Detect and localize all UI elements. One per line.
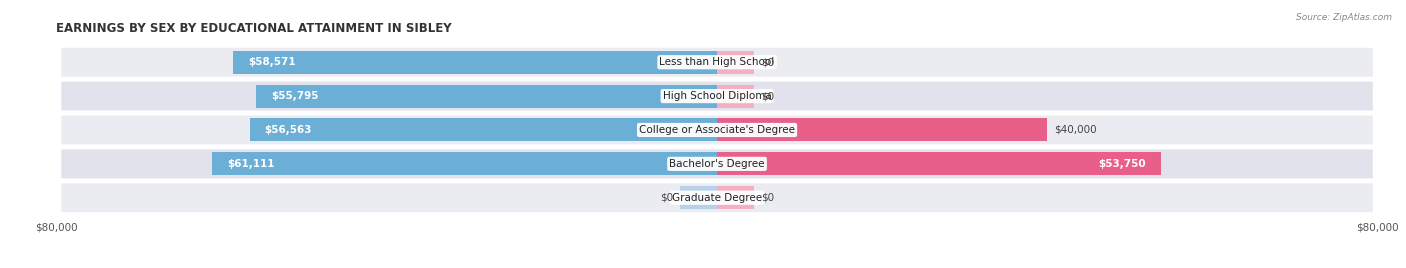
Text: Bachelor's Degree: Bachelor's Degree (669, 159, 765, 169)
FancyBboxPatch shape (59, 148, 1375, 180)
Bar (256, 85, 717, 108)
Text: $0: $0 (761, 91, 773, 101)
Bar (212, 152, 717, 175)
Text: $0: $0 (761, 193, 773, 203)
Text: $0: $0 (761, 57, 773, 67)
FancyBboxPatch shape (59, 80, 1375, 112)
Bar (250, 118, 717, 142)
Text: $55,795: $55,795 (271, 91, 319, 101)
FancyBboxPatch shape (59, 181, 1375, 214)
Bar (717, 85, 754, 108)
Text: High School Diploma: High School Diploma (662, 91, 772, 101)
Text: Less than High School: Less than High School (659, 57, 775, 67)
Text: $0: $0 (661, 193, 673, 203)
Text: College or Associate's Degree: College or Associate's Degree (640, 125, 794, 135)
Bar (717, 152, 1161, 175)
Text: Graduate Degree: Graduate Degree (672, 193, 762, 203)
Text: EARNINGS BY SEX BY EDUCATIONAL ATTAINMENT IN SIBLEY: EARNINGS BY SEX BY EDUCATIONAL ATTAINMEN… (56, 22, 451, 35)
Text: $40,000: $40,000 (1054, 125, 1097, 135)
Bar (681, 186, 717, 209)
Text: Source: ZipAtlas.com: Source: ZipAtlas.com (1296, 13, 1392, 23)
Text: $58,571: $58,571 (247, 57, 295, 67)
FancyBboxPatch shape (59, 46, 1375, 79)
Text: $53,750: $53,750 (1098, 159, 1146, 169)
Legend: Male, Female: Male, Female (666, 265, 768, 268)
Bar (717, 186, 754, 209)
FancyBboxPatch shape (59, 114, 1375, 146)
Text: $61,111: $61,111 (228, 159, 274, 169)
Text: $56,563: $56,563 (264, 125, 312, 135)
Bar (233, 51, 717, 74)
Bar (717, 51, 754, 74)
Bar (717, 118, 1047, 142)
